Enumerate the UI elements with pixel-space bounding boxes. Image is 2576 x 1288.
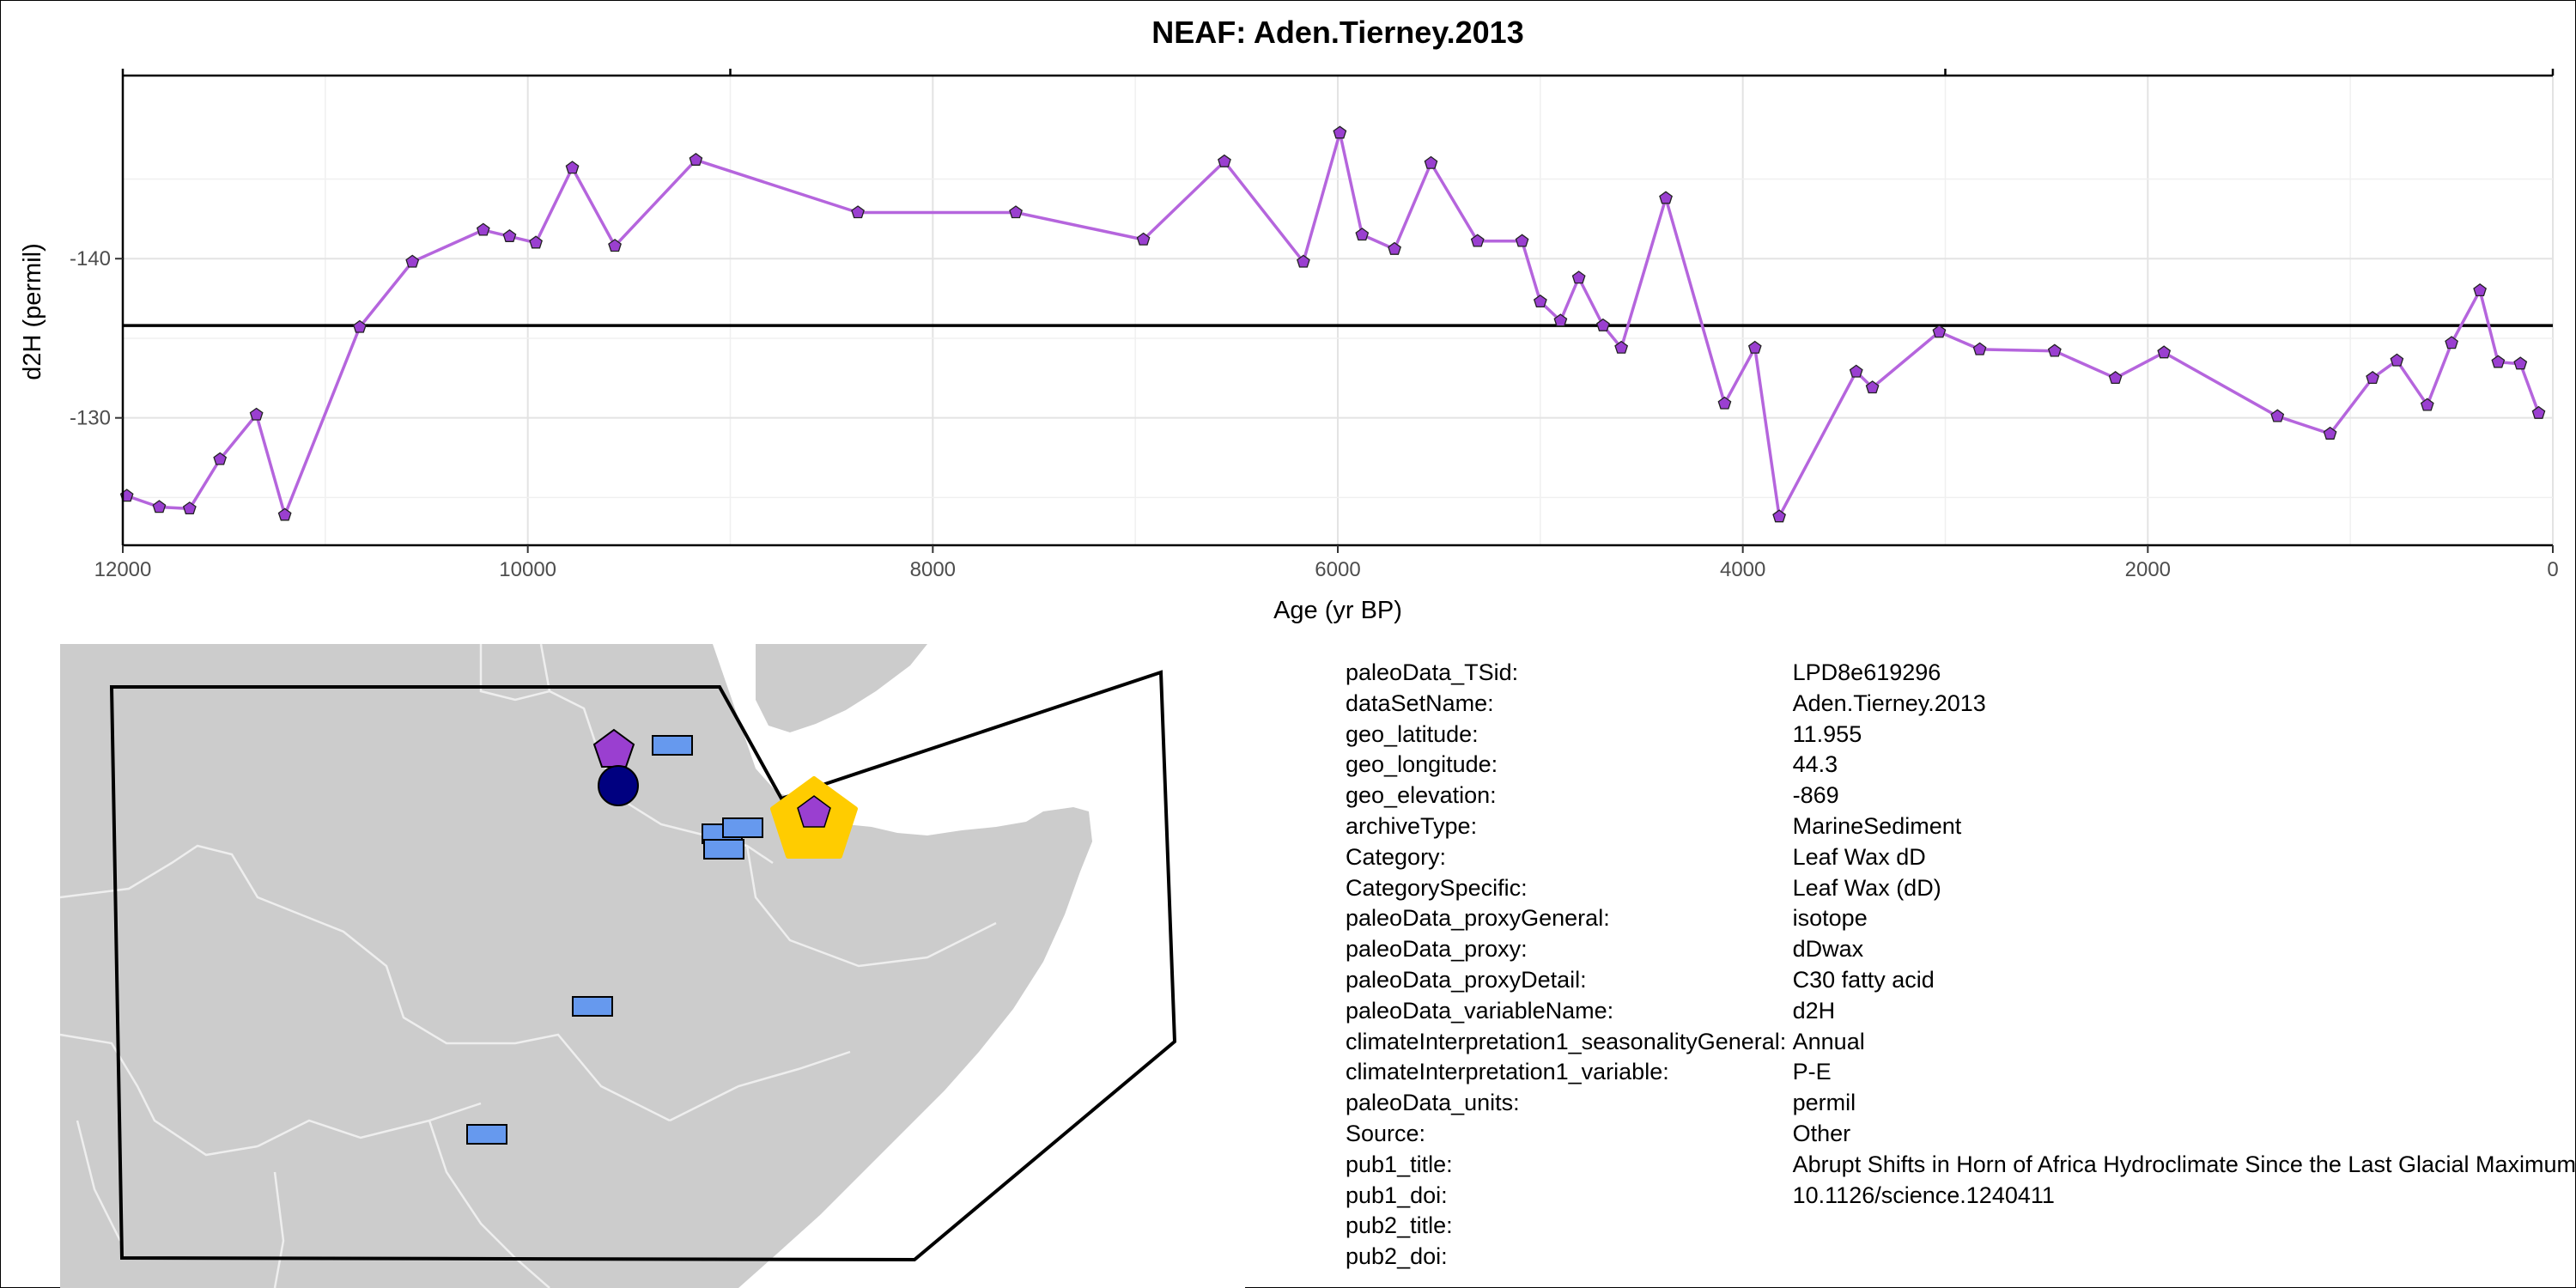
data-point — [2108, 370, 2123, 385]
data-point — [182, 501, 197, 515]
site-marker-other — [652, 735, 693, 756]
data-point — [2473, 283, 2487, 297]
data-point — [277, 507, 292, 521]
grid-lines — [122, 76, 2554, 545]
time-series-chart: 12000 10000 8000 6000 4000 2000 0 -140 -130 NEAF… — [19, 15, 2559, 624]
data-point — [1849, 364, 1863, 378]
data-point — [1515, 234, 1529, 247]
data-point — [152, 500, 167, 513]
series-group — [119, 125, 2546, 523]
data-point — [2270, 409, 2285, 422]
data-point — [2445, 336, 2458, 349]
data-point — [1932, 325, 1947, 338]
data-point — [1772, 509, 1786, 523]
data-point — [502, 228, 517, 242]
site-map — [59, 643, 1245, 1288]
data-point — [1333, 125, 1347, 139]
x-tick-label: 10000 — [499, 558, 556, 581]
data-point — [1717, 396, 1732, 410]
data-point — [1355, 228, 1370, 241]
data-point — [249, 407, 264, 421]
data-point — [1388, 241, 1401, 255]
data-point — [1865, 380, 1880, 394]
x-tick-label: 4000 — [1720, 558, 1765, 581]
data-point — [851, 205, 865, 219]
data-point — [353, 319, 367, 333]
map-land-arabia — [756, 644, 927, 732]
data-point — [1533, 294, 1547, 308]
data-point — [689, 152, 703, 166]
site-marker-other — [572, 996, 613, 1017]
data-point — [1297, 254, 1310, 268]
data-point — [1614, 340, 1629, 354]
data-point — [213, 452, 228, 465]
data-point — [2420, 398, 2434, 411]
data-point — [1747, 340, 1762, 354]
data-point — [2390, 353, 2404, 367]
site-marker-other — [722, 817, 763, 838]
data-point — [529, 235, 543, 249]
current-site-inner-marker — [797, 795, 831, 828]
x-tick-label: 0 — [2547, 558, 2558, 581]
data-point — [1424, 155, 1438, 169]
x-axis-label: Age (yr BP) — [1273, 597, 1402, 624]
site-marker-circle — [598, 765, 639, 806]
chart-title: NEAF: Aden.Tierney.2013 — [1151, 15, 1523, 50]
data-point — [1218, 154, 1231, 167]
data-point — [608, 239, 622, 252]
x-tick-label: 12000 — [94, 558, 152, 581]
data-point — [1009, 205, 1023, 219]
map-land — [60, 644, 1092, 1288]
data-point — [2531, 405, 2546, 419]
data-point — [1553, 313, 1568, 327]
axes-group: 12000 10000 8000 6000 4000 2000 0 -140 -130 — [70, 69, 2559, 581]
y-tick-label: -140 — [70, 247, 111, 270]
region-polygon — [109, 670, 1177, 1262]
data-point — [1596, 318, 1610, 331]
data-point — [476, 222, 490, 236]
data-point — [2491, 355, 2506, 368]
x-tick-label: 2000 — [2125, 558, 2171, 581]
site-marker-other — [703, 839, 744, 860]
data-point — [1972, 342, 1987, 355]
x-tick-label: 6000 — [1315, 558, 1360, 581]
data-point — [1659, 191, 1673, 204]
y-axis-label: d2H (permil) — [19, 243, 46, 380]
data-point — [2513, 356, 2528, 370]
y-tick-label: -130 — [70, 407, 111, 430]
x-tick-label: 8000 — [910, 558, 956, 581]
data-point — [2366, 370, 2379, 385]
data-point — [1571, 270, 1586, 284]
data-point — [565, 161, 580, 174]
site-marker-other — [466, 1124, 507, 1145]
data-point — [405, 254, 420, 268]
data-point — [2323, 426, 2337, 440]
data-point — [1136, 232, 1151, 246]
data-point — [2157, 345, 2172, 359]
data-point — [2047, 343, 2062, 357]
data-point — [1470, 234, 1485, 247]
